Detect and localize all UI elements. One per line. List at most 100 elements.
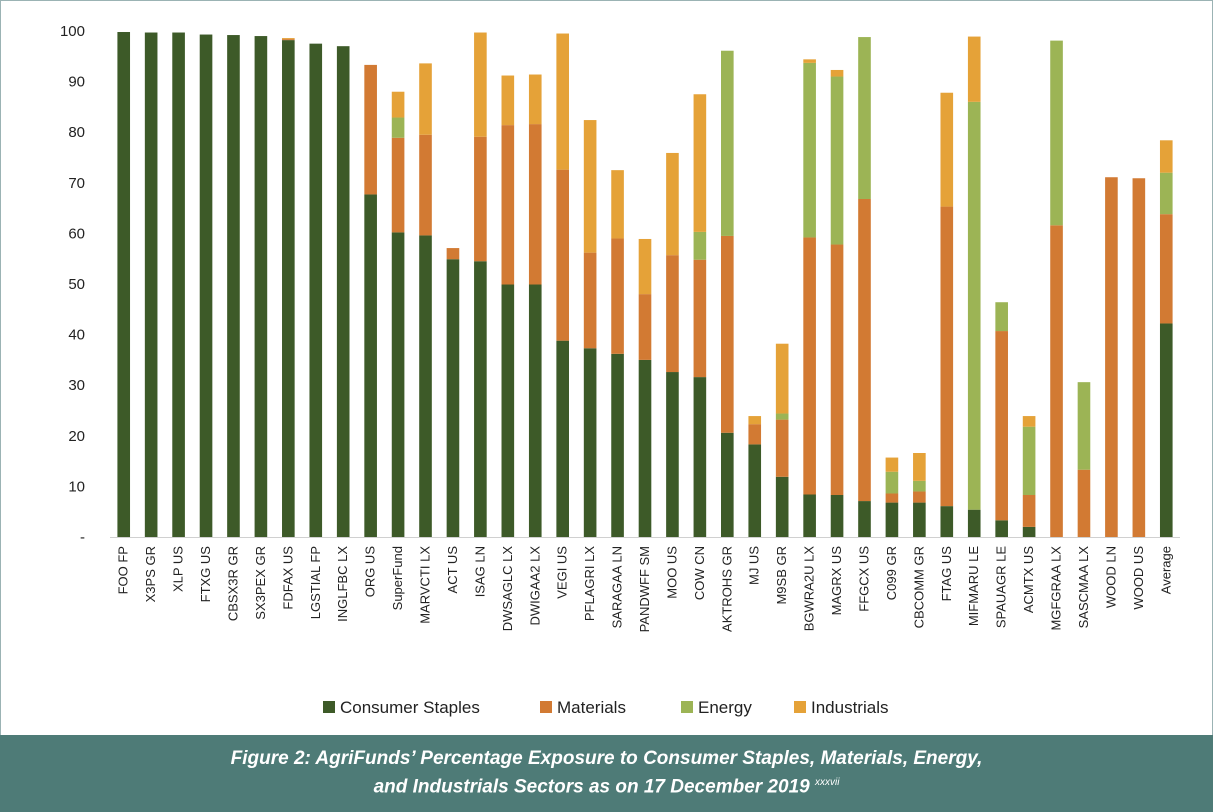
x-tick-label: LGSTIAL FP [308, 546, 323, 619]
x-tick-label: X3PS GR [143, 546, 158, 602]
x-tick-label: WOOD LN [1103, 546, 1118, 608]
x-tick-label: INGLFBC LX [335, 546, 350, 622]
bar-segment [775, 343, 789, 414]
bar-segment [748, 424, 762, 445]
bar-segment [967, 101, 981, 510]
bar-segment [117, 32, 131, 537]
bar-segment [858, 501, 871, 537]
x-tick-label: SASCMAA LX [1076, 546, 1091, 629]
bar-segment [830, 69, 844, 77]
bar-segment [556, 33, 569, 170]
bar-segment [528, 74, 542, 125]
bar-segment [940, 506, 954, 537]
bar-segment [364, 64, 377, 195]
bar-segment [309, 43, 323, 538]
bar-segment [721, 235, 734, 433]
x-tick-label: FFGCX US [856, 546, 871, 612]
bar-segment [666, 152, 679, 256]
legend-label: Energy [698, 698, 752, 717]
bar-segment [611, 170, 624, 239]
bar-segment [638, 294, 652, 360]
bar-segment [858, 37, 871, 199]
bar-segment [419, 235, 432, 538]
bar-segment [172, 32, 185, 538]
x-tick-label: MOO US [664, 546, 679, 599]
bar-segment [501, 284, 515, 537]
bar-segment [940, 206, 954, 507]
bar-segment [693, 259, 707, 378]
bar-segment [967, 509, 981, 537]
y-axis: - 10 20 30 40 50 60 70 80 90 100 [60, 23, 85, 546]
x-tick-label: MARVCTI LX [418, 546, 433, 624]
x-tick-label: ISAG LN [472, 546, 487, 597]
bar-segment [775, 419, 789, 477]
bar-segment [254, 36, 268, 538]
bar-segment [638, 359, 652, 537]
x-tick-label: MGFGRAA LX [1049, 546, 1064, 631]
x-tick-label: PANDWFF SM [637, 546, 652, 632]
legend-label: Materials [557, 698, 626, 717]
bar-segment [556, 169, 569, 341]
x-tick-label: MJ US [747, 546, 762, 585]
x-tick-label: ACT US [445, 546, 460, 594]
bar-segment [391, 232, 405, 537]
bar-segment [1105, 177, 1118, 538]
bar-segment [666, 255, 679, 373]
bar-segment [199, 34, 213, 537]
bar-segment [528, 284, 542, 537]
bar-segment [1132, 178, 1146, 537]
legend-swatch [540, 701, 552, 713]
bar-segment [583, 120, 597, 253]
bar-segment [501, 75, 515, 126]
bar-segment [830, 76, 844, 245]
x-tick-label: SPAUAGR LE [994, 546, 1009, 628]
bar-segment [803, 59, 816, 63]
bar-segment [1022, 426, 1036, 495]
y-tick-label: 40 [68, 327, 85, 344]
bar-segment [666, 372, 679, 537]
x-tick-label: DWIGAA2 LX [527, 546, 542, 626]
bar-segment [940, 92, 954, 207]
bar-segment [474, 32, 487, 137]
bar-segment [721, 432, 734, 537]
x-tick-label: M9SB GR [774, 546, 789, 605]
bar-segment [144, 32, 158, 538]
bar-segment [995, 302, 1008, 332]
bar-segment [693, 231, 707, 260]
bar-segment [556, 340, 569, 537]
legend-label: Industrials [811, 698, 888, 717]
bar-segment [474, 136, 487, 262]
bar-segment [803, 62, 816, 238]
y-tick-label: 60 [68, 225, 85, 242]
bar-segment [638, 238, 652, 295]
x-tick-label: AKTROHS GR [719, 546, 734, 632]
stacked-bar-chart: - 10 20 30 40 50 60 70 80 90 100 FOO FP X3PS GR XLP … [60, 23, 1180, 717]
x-tick-label: DWSAGLC LX [500, 546, 515, 632]
bar-segment [885, 457, 899, 472]
bar-segment [528, 124, 542, 285]
y-tick-label: 20 [68, 428, 85, 445]
bar-segment [474, 261, 487, 537]
bar-segment [913, 480, 926, 492]
x-tick-label: COW CN [692, 546, 707, 600]
bar-segment [693, 377, 707, 537]
bar-segment [419, 63, 432, 135]
y-tick-label: 70 [68, 175, 85, 192]
bar-segment [446, 248, 460, 260]
bar-segment [748, 444, 762, 537]
x-tick-label: ORG US [363, 546, 378, 598]
legend-label: Consumer Staples [340, 698, 480, 717]
bar-segment [995, 331, 1008, 521]
x-tick-label: FTXG US [198, 546, 213, 603]
bar-segment [693, 94, 707, 232]
bar-segment [1022, 495, 1036, 527]
legend-swatch [794, 701, 806, 713]
x-tick-label: FDFAX US [280, 546, 295, 610]
bar-segment [1159, 140, 1173, 173]
bar-segment [1022, 416, 1036, 427]
x-tick-label: PFLAGRI LX [582, 546, 597, 621]
y-tick-label: - [80, 529, 85, 546]
bar-segment [1159, 172, 1173, 215]
x-tick-label: MIFMARU LE [966, 546, 981, 627]
bar-segment [1050, 40, 1063, 226]
